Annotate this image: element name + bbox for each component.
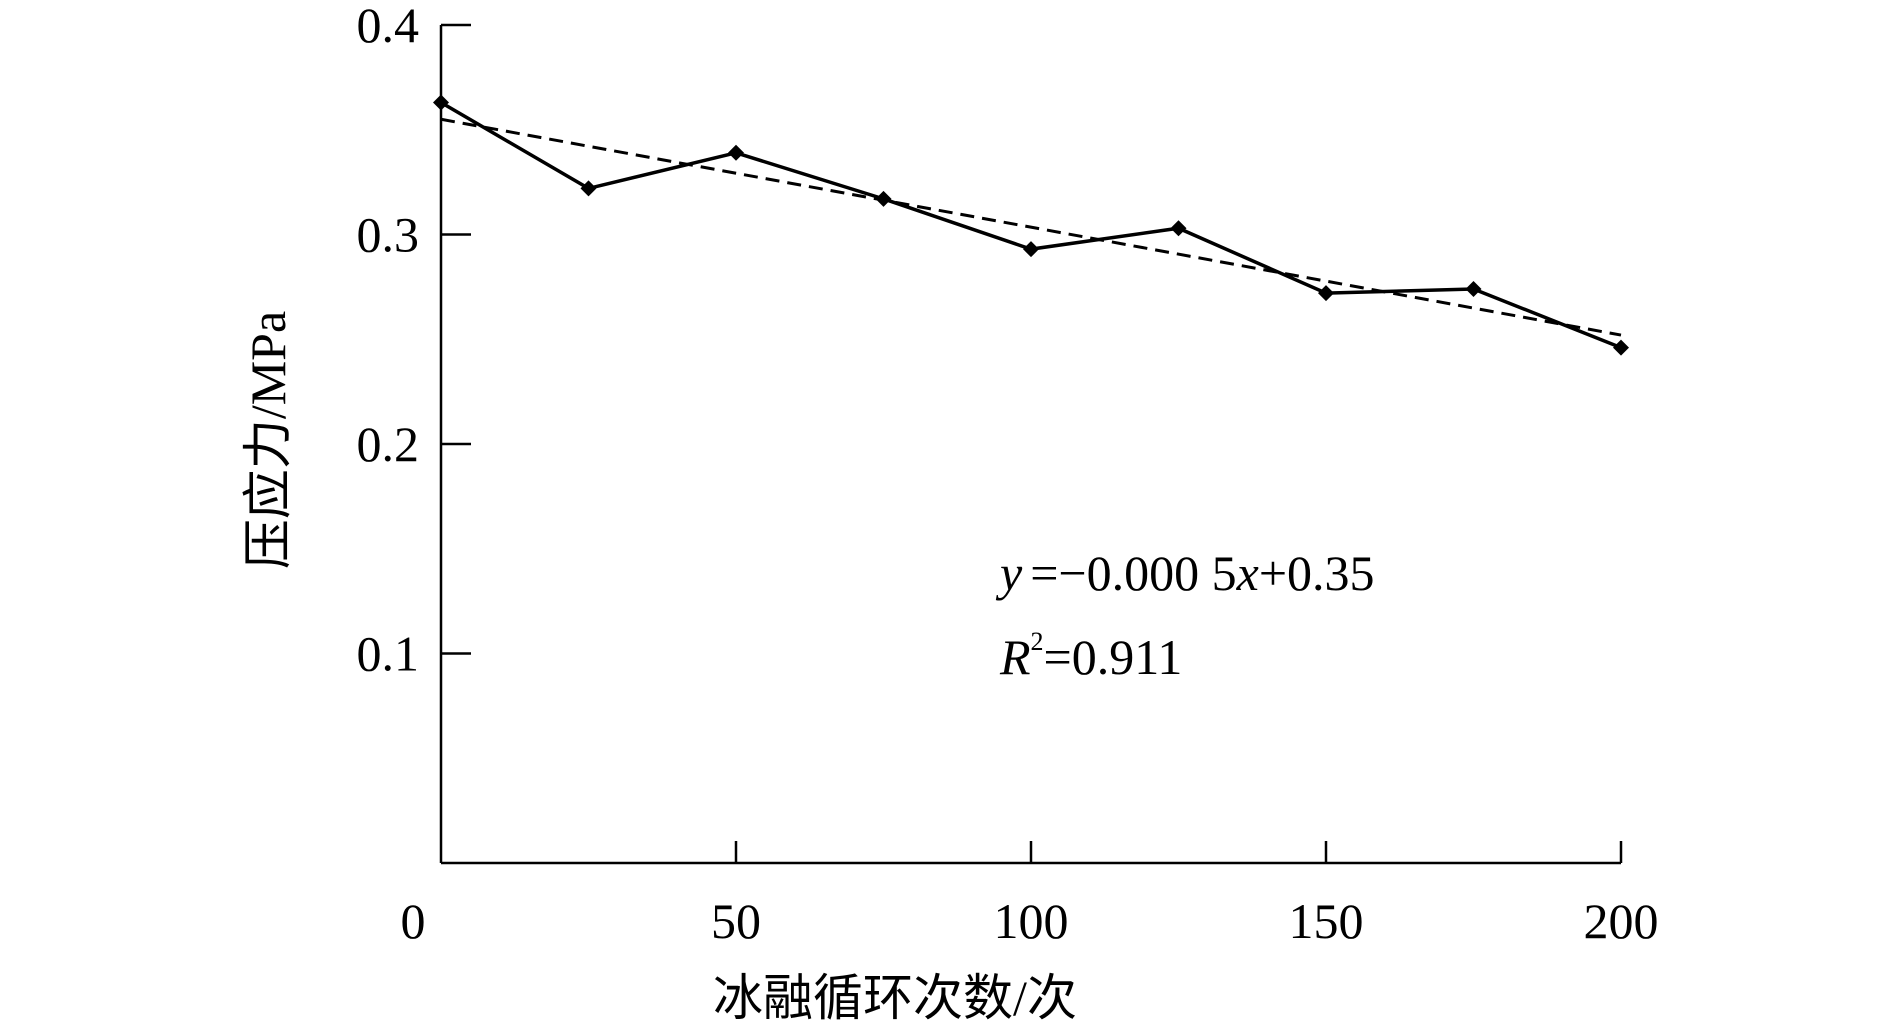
series-line: [440, 101, 1622, 350]
y-axis-title: 压应力/MPa: [240, 311, 296, 569]
data-point: [1023, 241, 1039, 258]
x-tick-label: 150: [1289, 893, 1364, 949]
equation-rhs-b: +0.35: [1259, 545, 1375, 601]
y-tick-label: 0.2: [357, 416, 420, 472]
y-tick-label: 0.3: [357, 207, 420, 263]
labels-group: 0 50 100 150 200 0.1 0.2 0.3 0.4: [357, 0, 1659, 949]
r-value: =0.911: [1044, 629, 1183, 685]
x-axis-title: 冰融循环次数/次: [713, 970, 1077, 1026]
x-tick-label: 50: [711, 893, 761, 949]
series-group: [433, 94, 1629, 356]
x-tick-label: 100: [994, 893, 1069, 949]
r-superscript: 2: [1031, 627, 1044, 656]
x-tick-label: 0: [401, 893, 426, 949]
data-point: [1465, 280, 1482, 297]
equation-x-var: x: [1236, 545, 1259, 601]
axes: [439, 23, 1623, 865]
y-tick-label: 0.4: [357, 0, 420, 53]
data-point: [728, 144, 744, 161]
y-tick-label: 0.1: [357, 626, 420, 682]
equation-rhs-a: =−0.000 5: [1030, 545, 1236, 601]
r-squared: R2=0.911: [999, 627, 1182, 685]
equation-lhs: y: [995, 545, 1023, 601]
regression-equation: y =−0.000 5x+0.35: [995, 545, 1375, 601]
data-point: [1170, 220, 1187, 237]
x-tick-label: 200: [1584, 893, 1659, 949]
trendline: [440, 117, 1622, 337]
trendline-group: [440, 117, 1622, 337]
data-point: [580, 180, 597, 197]
data-point: [1613, 339, 1629, 356]
data-point: [875, 190, 892, 207]
r-symbol: R: [999, 629, 1031, 685]
data-point: [433, 94, 449, 111]
data-point: [1318, 285, 1334, 302]
